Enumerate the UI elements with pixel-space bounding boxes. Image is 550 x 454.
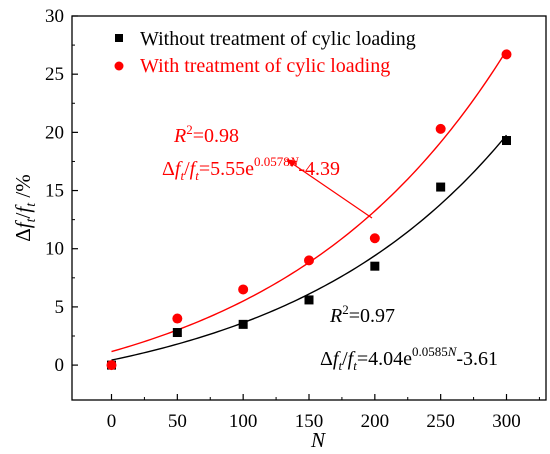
legend: Without treatment of cylic loading With … (114, 28, 416, 77)
y-tick-label: 30 (45, 6, 64, 27)
y-axis-ticks: 0 5 10 15 20 25 30 (45, 6, 78, 376)
x-tick-label: 50 (168, 411, 187, 432)
y-tick-label: 15 (45, 181, 64, 202)
fit-curve-with-treatment (111, 50, 508, 353)
r2-label-with-treatment: R2=0.98 (173, 122, 239, 147)
data-point-with-treatment (106, 360, 117, 371)
data-point-without-treatment (172, 328, 182, 338)
y-tick-label: 25 (45, 64, 64, 85)
x-axis-ticks: 0 50 100 150 200 250 300 (107, 394, 540, 432)
data-point-with-treatment (238, 284, 249, 295)
fit-curve-without-treatment (111, 134, 508, 361)
data-point-without-treatment (304, 295, 314, 305)
legend-label-without-treatment: Without treatment of cylic loading (140, 28, 416, 50)
annotation-arrow-line (289, 161, 373, 219)
legend-marker-square (115, 34, 123, 42)
data-point-with-treatment (435, 123, 446, 134)
data-point-with-treatment (501, 49, 512, 60)
y-tick-label: 5 (55, 297, 65, 318)
y-tick-label: 10 (45, 239, 64, 260)
x-tick-label: 150 (295, 411, 324, 432)
annotation-without-treatment: R2=0.97 Δft/ft=4.04e0.0585N-3.61 (320, 302, 498, 373)
y-axis-label: Δft/ft /% (11, 174, 39, 241)
fit-curves (111, 50, 508, 361)
data-point-with-treatment (369, 233, 380, 244)
y-tick-label: 0 (55, 355, 65, 376)
data-point-without-treatment (502, 136, 511, 146)
r2-label-without-treatment: R2=0.97 (329, 302, 395, 327)
data-point-without-treatment (238, 319, 248, 329)
y-tick-label: 20 (45, 122, 64, 143)
x-tick-label: 200 (361, 411, 390, 432)
annotation-with-treatment: R2=0.98 Δft/ft=5.55e0.0578N-4.39 (162, 122, 373, 219)
data-point-without-treatment (436, 182, 446, 192)
legend-label-with-treatment: With treatment of cylic loading (140, 55, 390, 77)
data-markers (106, 49, 512, 371)
x-axis-label: N (310, 428, 326, 452)
x-tick-label: 250 (426, 411, 455, 432)
x-tick-label: 100 (229, 411, 258, 432)
x-tick-label: 0 (107, 411, 117, 432)
fit-equation-without-treatment: Δft/ft=4.04e0.0585N-3.61 (320, 344, 498, 373)
legend-marker-circle (114, 61, 124, 71)
x-tick-label: 300 (492, 411, 521, 432)
data-point-without-treatment (370, 261, 380, 271)
data-point-with-treatment (304, 255, 314, 266)
data-point-with-treatment (172, 313, 183, 324)
annotation-arrow-head (286, 159, 297, 167)
